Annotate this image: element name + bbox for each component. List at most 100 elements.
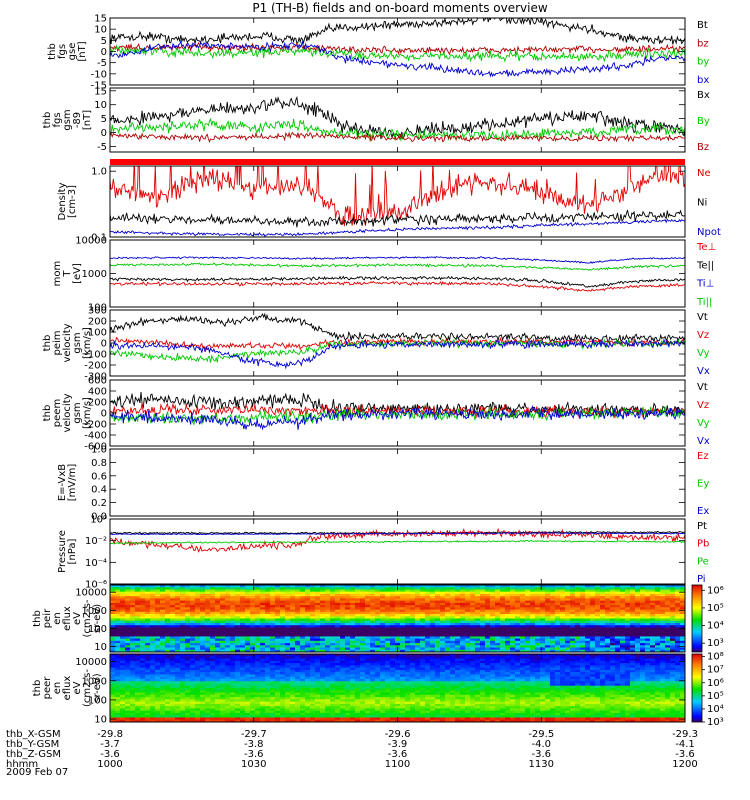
peim-velocity-ylabel: [km/s] <box>82 327 93 359</box>
efield-ytick: 0.2 <box>91 498 107 509</box>
efield-legend-Ez: Ez <box>697 451 709 462</box>
density-ytick: 1.0 <box>91 167 107 178</box>
temperature-ylabel: T <box>62 270 73 278</box>
pressure-ytick: 10⁻⁴ <box>85 558 107 569</box>
peir-eflux-colorbar-tick: 10³ <box>707 638 724 649</box>
peem-velocity-ylabel: [km/s] <box>82 397 93 429</box>
fgs-gse-traces <box>110 18 685 78</box>
fgs-gse-line-bx <box>110 39 685 78</box>
peim-velocity-ytick: 0 <box>101 339 107 350</box>
pressure-legend-Pb: Pb <box>697 539 709 550</box>
fgs-gse-legend-Bt: Bt <box>697 20 708 31</box>
temperature-ylabel: [eV] <box>72 263 83 284</box>
peem-velocity-ytick: -600 <box>84 442 107 453</box>
axis-row-value: 1000 <box>97 759 122 770</box>
axis-row-value: -29.5 <box>528 729 554 740</box>
peem-velocity-ytick: 200 <box>88 398 107 409</box>
axis-row-value: -3.6 <box>388 749 408 760</box>
temperature-legend-Te⊥: Te⊥ <box>696 242 716 253</box>
peer-eflux-colorbar-tick: 10⁴ <box>707 704 724 715</box>
peem-velocity-legend-Vy: Vy <box>697 418 710 429</box>
pressure-frame <box>109 518 686 585</box>
density-legend-Npot: Npot <box>697 227 721 238</box>
fgs-gsm-ytick: 5 <box>101 114 107 125</box>
pressure-line-Pe <box>110 539 685 545</box>
axis-row-value: -3.6 <box>531 749 551 760</box>
peir-eflux-ylabel: en <box>52 612 63 625</box>
axis-row-value: -3.6 <box>675 749 695 760</box>
peer-eflux-ylabel: eflux <box>62 676 73 701</box>
peem-velocity-ylabel: peem <box>52 399 63 427</box>
panel-efield: Ez Ey Ex 1.0 0.8 0.6 0.4 0.2 0.0 E=-VxB [mV/m] <box>57 445 709 523</box>
efield-ylabel: [mV/m] <box>67 464 78 502</box>
fgs-gse-line-by <box>110 44 685 63</box>
peim-velocity-legend-Vt: Vt <box>697 312 708 323</box>
peem-velocity-ytick: 600 <box>88 376 107 387</box>
peir-eflux-ylabel: (cm2-s- <box>82 599 93 637</box>
density-ylabel: Density <box>57 182 68 220</box>
peir-eflux-colorbar-tick: 10⁵ <box>707 603 724 614</box>
axis-row-value: -4.1 <box>675 739 695 750</box>
panel-fgs-gsm: Bx By Bz 15 10 5 0 -5 thb fgs gsm -89 [nT] <box>42 86 710 165</box>
temperature-ytick: 100 <box>88 303 107 314</box>
peem-velocity-legend-Vx: Vx <box>697 436 710 447</box>
efield-legend-Ex: Ex <box>697 506 709 517</box>
peim-velocity-line-Vx <box>110 338 685 370</box>
peir-eflux-colorbar-tick: 10⁴ <box>707 621 724 632</box>
peem-velocity-line-Vt <box>110 392 685 418</box>
peer-eflux-ylabel: sr-eV) <box>92 673 103 702</box>
peer-eflux-spectrogram <box>110 654 685 722</box>
peir-eflux-ylabel: thb <box>32 610 43 627</box>
axis-row-name: hhmm <box>6 759 38 770</box>
temperature-line-Ti|| <box>110 262 685 272</box>
peir-eflux-ylabel: peir <box>42 608 53 628</box>
fgs-gsm-legend-Bx: Bx <box>697 90 710 101</box>
peim-velocity-ytick: 100 <box>88 328 107 339</box>
peem-velocity-legend-Vt: Vt <box>697 382 708 393</box>
fgs-gsm-legend-Bz: Bz <box>697 142 709 153</box>
fgs-gse-ylabel: fgs <box>57 44 68 59</box>
fgs-gsm-ylabel: gsm <box>62 109 73 130</box>
peer-eflux-ylabel: (cm2-s- <box>82 669 93 707</box>
fgs-gsm-line-By <box>110 117 685 142</box>
peem-velocity-legend-Vz: Vz <box>697 400 709 411</box>
temperature-line-Te⊥ <box>110 280 685 292</box>
efield-ytick: 0.6 <box>91 471 107 482</box>
fgs-gsm-ylabel: thb <box>42 112 53 129</box>
panel-temperature: Te⊥ Te|| Ti⊥ Ti|| 10000 1000 100 mom T [eV] <box>52 236 716 314</box>
fgs-gse-legend-bz: bz <box>697 38 709 49</box>
peim-velocity-ylabel: gsm <box>72 332 83 353</box>
pressure-line-Pi <box>110 532 685 536</box>
panel-peir-eflux: 10⁶ 10⁵ 10⁴ 10³ 10000 1000 100 10 thb peir en eflux… <box>32 584 724 653</box>
density-legend-Ni: Ni <box>697 198 707 209</box>
axis-row-value: -3.6 <box>100 749 120 760</box>
fgs-gsm-frame <box>109 87 686 153</box>
pressure-ytick: 10⁻² <box>85 536 107 547</box>
peer-eflux-ylabel: thb <box>32 680 43 697</box>
efield-frame <box>109 448 686 517</box>
pressure-legend-Pi: Pi <box>697 574 706 585</box>
fgs-gse-ytick: 5 <box>101 36 107 47</box>
temperature-ylabel: mom <box>52 261 63 287</box>
axis-row-name: thb_X-GSM <box>6 729 61 740</box>
axis-row-value: -3.7 <box>100 739 120 750</box>
peim-velocity-ylabel: thb <box>42 335 53 352</box>
density-traces <box>110 166 685 237</box>
pressure-ytick: 10⁻⁶ <box>85 580 107 591</box>
fgs-gse-ytick: -15 <box>91 81 107 92</box>
peem-velocity-ylabel: velocity <box>62 393 73 432</box>
efield-ytick: 0.4 <box>91 485 107 496</box>
axis-row-value: -3.8 <box>244 739 264 750</box>
density-line-Ni <box>110 209 685 228</box>
peer-eflux-colorbar-tick: 10⁸ <box>707 652 724 663</box>
density-frame <box>109 165 686 238</box>
fgs-gse-legend-by: by <box>697 57 709 68</box>
fgs-gsm-ytick: -5 <box>97 142 107 153</box>
peir-eflux-colorbar <box>691 584 703 653</box>
time-axis: thb_X-GSM -29.8 -29.7 -29.6 -29.5 -29.3 thb_Y-… <box>6 729 698 770</box>
fgs-gse-ytick: 0 <box>101 47 107 58</box>
